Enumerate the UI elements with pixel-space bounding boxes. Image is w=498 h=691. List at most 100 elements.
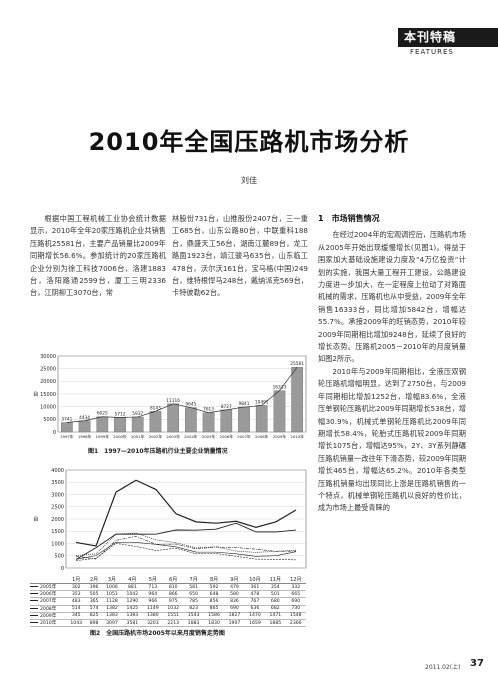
- table-cell: 514: [66, 605, 87, 613]
- table-row: 2005年 302 396 1006 881 713 810 581 592 479 361 354 3…: [30, 583, 306, 592]
- x-tick-label: 1月: [66, 576, 87, 584]
- paragraph: 林股份731台，山推股份2407台，三一重工685台，山东公路80台，中联重科1…: [172, 214, 308, 298]
- table-cell: 898: [86, 619, 102, 628]
- y-tick-label: 25000: [40, 366, 56, 372]
- legend-entry: 2006年: [30, 590, 66, 599]
- y-tick-label: 5000: [43, 417, 56, 423]
- table-cell: 1471: [265, 612, 286, 620]
- table-cell: 636: [244, 605, 266, 613]
- table-cell: 332: [285, 583, 306, 592]
- x-tick-label: 2009年: [273, 434, 287, 439]
- issue-label: 2011.02(上): [425, 664, 461, 671]
- x-tick-label: 1997年: [60, 434, 74, 439]
- y-tick-label: 1000: [51, 541, 64, 547]
- table-cell: 1006: [101, 583, 123, 592]
- table-cell: 592: [203, 583, 225, 592]
- legend-swatch: [30, 586, 38, 588]
- table-cell: 1885: [265, 619, 286, 628]
- table-cell: 690: [285, 597, 306, 606]
- table-cell: 785: [183, 597, 204, 606]
- figure-1-bar-chart: 0 5000 10000 15000 20000 25000 30000 台 3741 1997年…: [30, 352, 310, 442]
- bar: [273, 390, 286, 433]
- x-tick-label: 3月: [101, 576, 123, 584]
- table-cell: 361: [244, 583, 266, 592]
- bar-value-label: 11116: [166, 398, 180, 404]
- legend-swatch: [30, 614, 38, 616]
- table-cell: 1659: [244, 619, 266, 628]
- table-cell: 3581: [122, 619, 143, 628]
- bar-value-label: 4434: [79, 415, 90, 421]
- legend-entry: 2010年: [30, 619, 66, 628]
- article-title: 2010年全国压路机市场分析: [88, 128, 410, 156]
- table-cell: 1383: [101, 612, 123, 620]
- y-tick-label: 500: [54, 554, 64, 560]
- x-tick-label: 11月: [265, 576, 286, 584]
- x-tick-label: 2002年: [149, 434, 163, 439]
- table-cell: 823: [183, 605, 204, 613]
- table-cell: 1551: [163, 612, 184, 620]
- table-cell: 3203: [142, 619, 163, 628]
- legend-entry: 2005年: [30, 583, 66, 592]
- table-cell: 479: [224, 583, 245, 592]
- legend-swatch: [30, 607, 38, 609]
- table-cell: 345: [66, 612, 87, 620]
- bar-value-label: 16333: [273, 385, 287, 391]
- bar: [131, 416, 144, 433]
- x-tick-label: 2006年: [220, 434, 234, 439]
- table-cell: 1382: [101, 605, 123, 613]
- figure-2-line-chart: 0 500 1000 1500 2000 2500 3000 3500 4000 台: [30, 466, 310, 572]
- x-tick-label: 2008年: [255, 434, 269, 439]
- table-cell: 1470: [244, 612, 266, 620]
- table-cell: 478: [244, 590, 266, 599]
- table-cell: 1042: [122, 590, 143, 599]
- table-cell: 581: [183, 583, 204, 592]
- text-column-2: 林股份731台，山推股份2407台，三一重工685台，山东公路80台，中联重科1…: [172, 213, 308, 300]
- table-cell: 1548: [285, 612, 306, 620]
- section-heading: 1 市场销售情况: [318, 214, 380, 223]
- table-cell: 1128: [101, 597, 123, 606]
- bar: [202, 412, 215, 433]
- figure-1-caption: 图1 1997—2010年压路机行业主要企业销量情况: [88, 448, 228, 455]
- x-tick-label: 6月: [163, 576, 184, 584]
- table-cell: 354: [265, 583, 286, 592]
- table-row: 2007年 483 365 1128 1290 966 975 785 856 836 767 680…: [30, 597, 306, 606]
- table-cell: 1032: [163, 605, 184, 613]
- series-line: [75, 536, 297, 560]
- x-tick-label: 7月: [183, 576, 204, 584]
- y-tick-label: 0: [53, 430, 56, 436]
- x-tick-label: 2004年: [184, 434, 198, 439]
- table-cell: 365: [86, 597, 102, 606]
- section-banner-sub: FEATURES: [410, 48, 454, 56]
- page-number: 37: [470, 658, 484, 669]
- table-cell: 966: [142, 597, 163, 606]
- article-author: 刘佳: [241, 176, 257, 185]
- x-tick-label: 2005年: [202, 434, 216, 439]
- table-cell: 825: [86, 612, 102, 620]
- x-tick-label: 12月: [285, 576, 306, 584]
- table-cell: 1380: [142, 612, 163, 620]
- table-cell: 2366: [285, 619, 306, 628]
- table-cell: 665: [285, 590, 306, 599]
- bar: [185, 407, 197, 433]
- table-corner: [30, 576, 66, 584]
- bar: [78, 420, 91, 433]
- x-tick-label: 2010年: [290, 434, 304, 439]
- bar: [220, 409, 233, 433]
- bar-value-label: 8143: [150, 405, 161, 411]
- table-cell: 648: [203, 590, 225, 599]
- y-axis-label: 台: [33, 515, 39, 523]
- y-tick-label: 3000: [51, 492, 64, 498]
- figure-2-data-table: 1月 2月 3月 4月 5月 6月 7月 8月 9月 10月 11月 12月 2005年 302 396 10…: [30, 576, 306, 628]
- legend-entry: 2009年: [30, 612, 66, 620]
- bar: [255, 405, 268, 433]
- table-cell: 730: [285, 605, 306, 613]
- bar: [114, 417, 126, 433]
- table-cell: 1383: [122, 612, 143, 620]
- legend-entry: 2007年: [30, 597, 66, 606]
- table-cell: 1827: [224, 612, 245, 620]
- text-column-3: 1 市场销售情况 在经过2004年的宏观调控后，压路机市场从2005年开始出现缓…: [318, 213, 466, 515]
- table-cell: 865: [203, 605, 225, 613]
- y-tick-label: 10000: [40, 404, 56, 410]
- section-banner: 本刊特稿: [398, 28, 498, 47]
- bar-value-label: 10491: [255, 399, 269, 405]
